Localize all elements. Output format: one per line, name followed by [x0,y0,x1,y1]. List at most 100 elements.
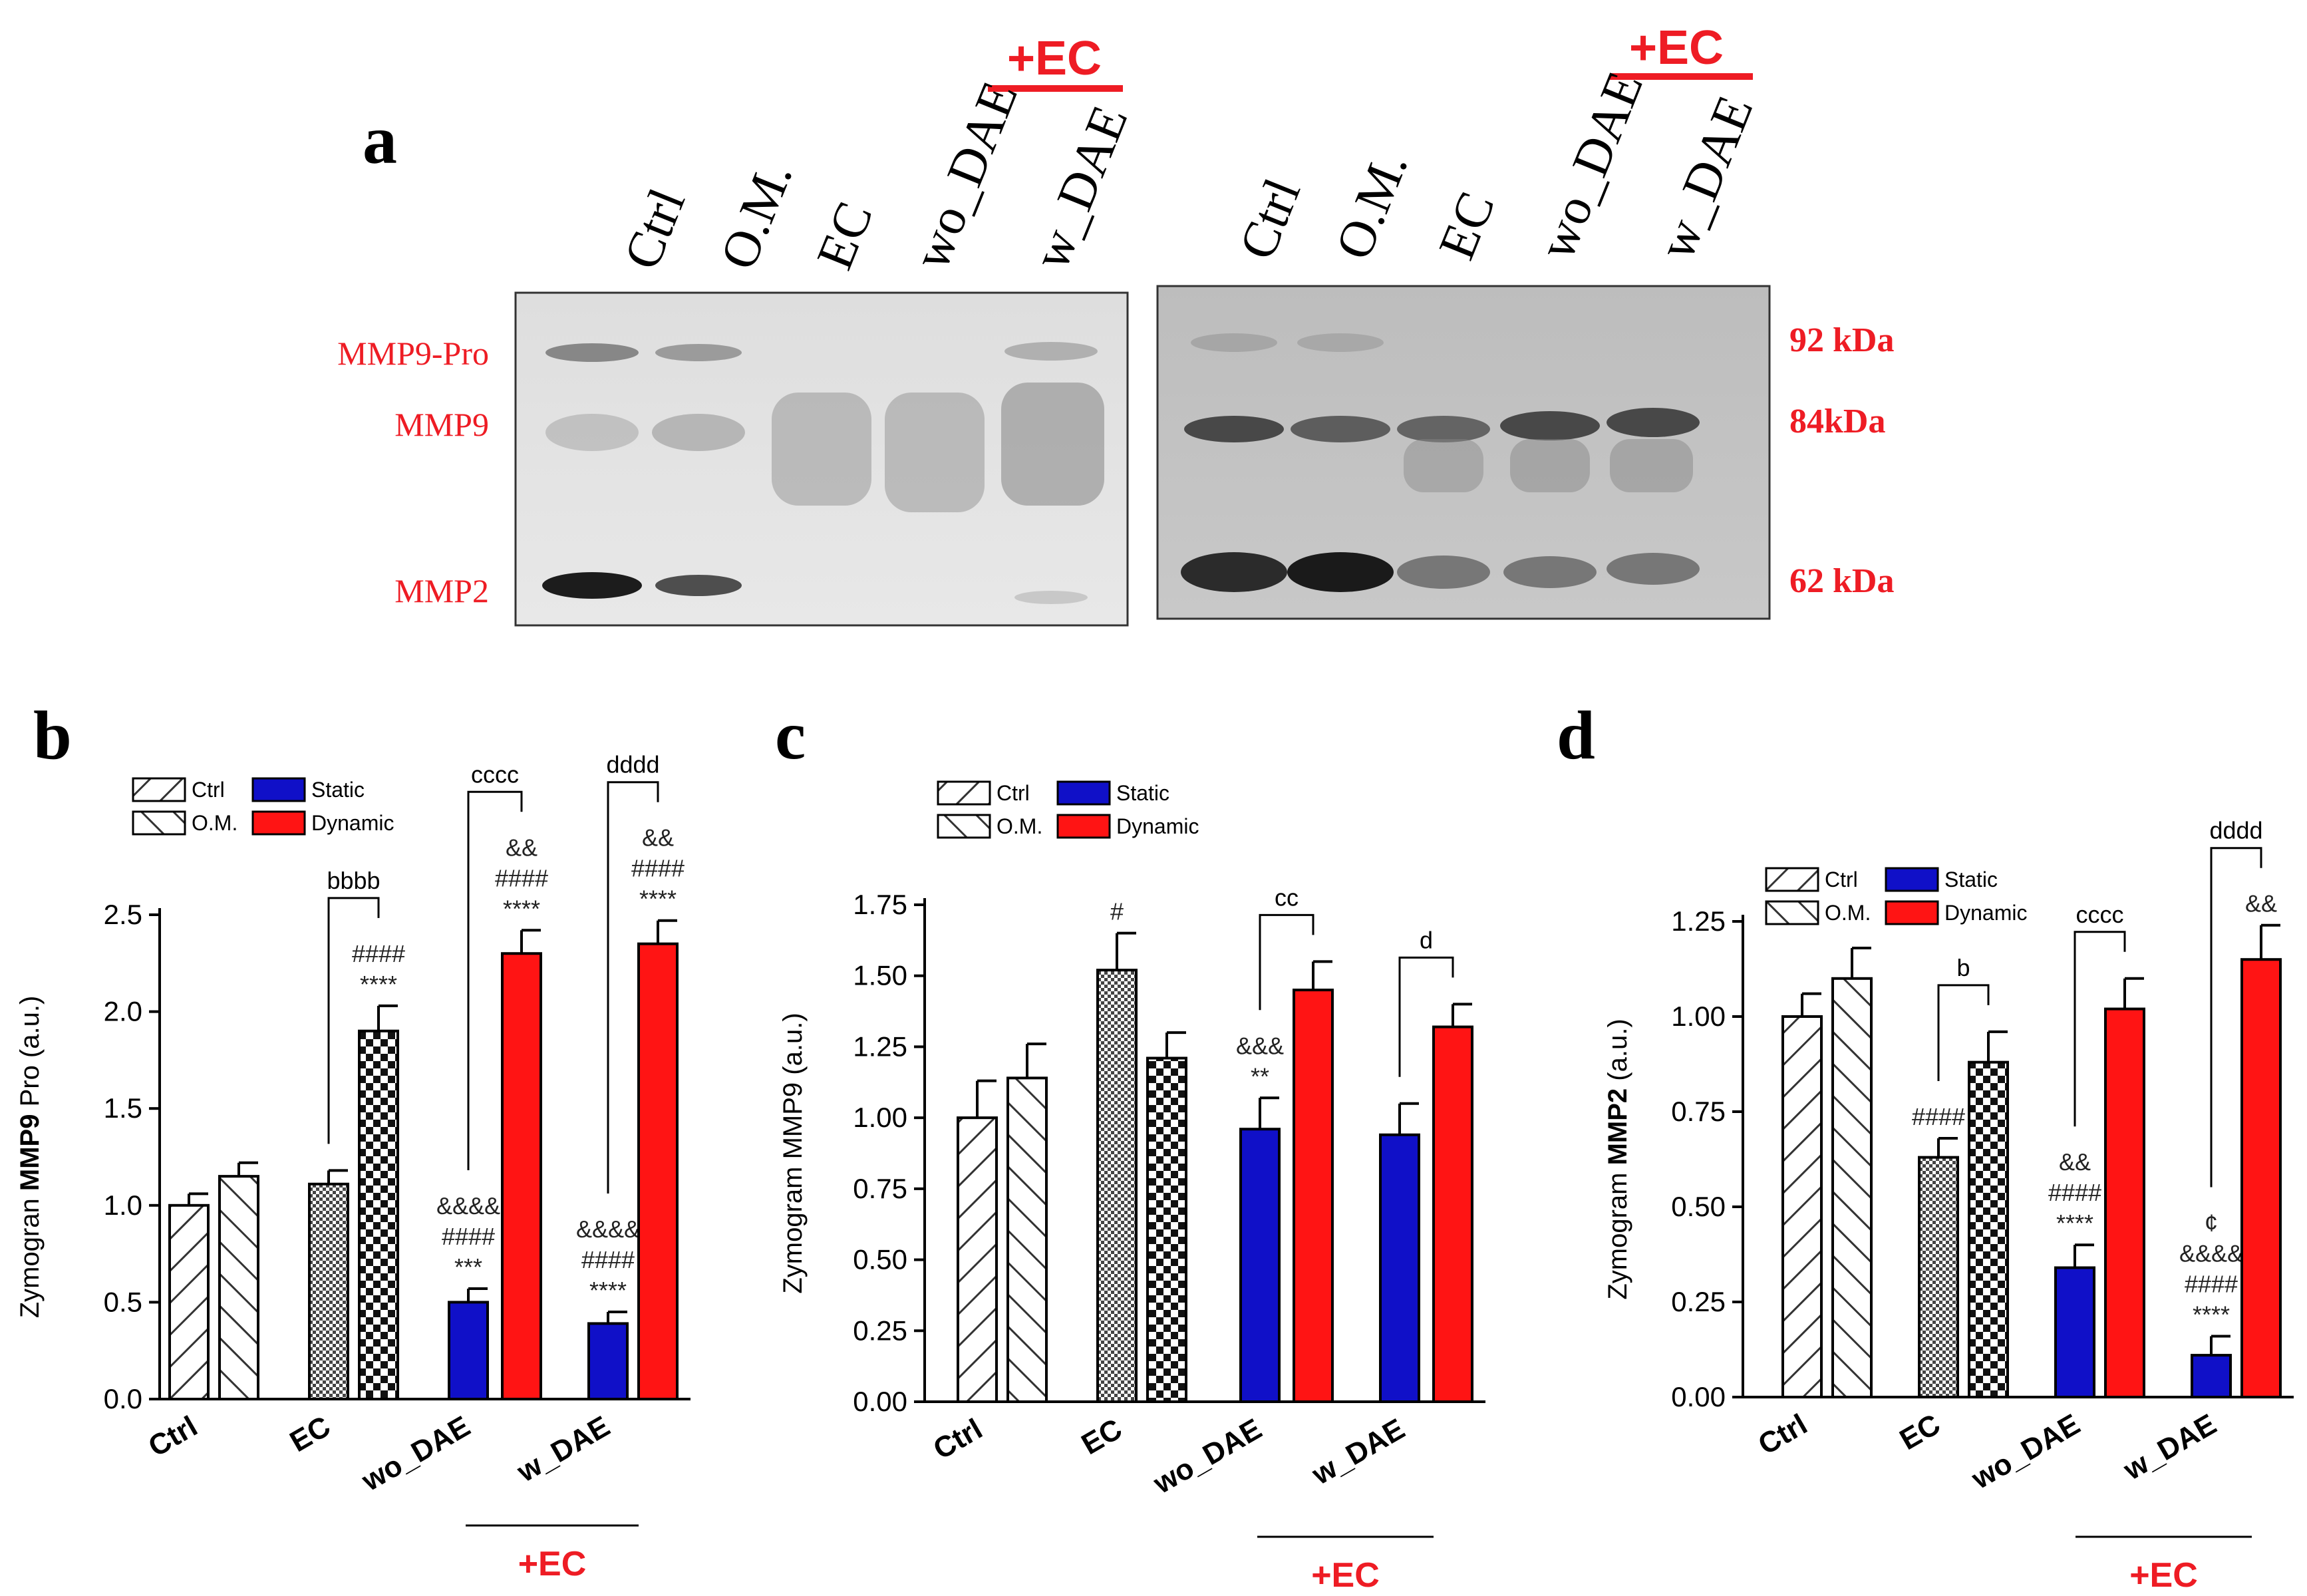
lane-label: EC [805,194,883,277]
x-tick-label: Ctrl [1753,1408,1813,1461]
gel-lane-labels-right: Ctrl O.M. EC wo_DAE w_DAE [1227,64,1764,267]
significance-label: #### [631,855,685,882]
bar [2240,958,2282,1398]
significance-bracket [607,781,659,1194]
x-tick-label: Ctrl [143,1410,203,1463]
bar [1968,1060,2009,1398]
bar [1918,1156,1959,1398]
legend-swatch [937,780,991,806]
significance-bracket [467,790,523,1171]
legend: Ctrl O.M. Static Dynamic [937,780,1199,839]
significance-label: && [2245,890,2277,917]
mw-label-92: 92 kDa [1789,321,1894,359]
lane-label: EC [1427,184,1505,267]
lane-label: wo_DAE [901,74,1028,277]
ec-group-label: +EC [1311,1556,1380,1595]
y-axis-label-part: Zymogram MMP9 (a.u.) [778,1013,808,1293]
legend-label: O.M. [1825,901,1871,925]
y-tick-label: 1.5 [104,1092,142,1124]
significance-label: **** [503,895,540,922]
significance-label: &&&& [576,1215,640,1243]
lane-label: O.M. [1324,144,1418,267]
significance-bracket [1937,984,1990,1082]
x-tick-label: w_DAE [1306,1412,1410,1492]
x-tick-label: EC [1895,1408,1946,1456]
significance-label: &&&& [436,1192,500,1219]
significance-bracket [327,897,380,1144]
panel-label-a: a [363,102,397,178]
legend-swatch [1056,814,1111,839]
x-tick-label: EC [285,1410,336,1458]
y-tick-label: 0.75 [1671,1096,1726,1127]
y-tick-label: 1.75 [853,889,907,920]
significance-label: *** [454,1253,482,1281]
bar [1293,989,1334,1403]
bar [2191,1354,2232,1398]
gel-lane-labels-left: Ctrl O.M. EC wo_DAE w_DAE [612,74,1138,277]
legend-swatch [132,777,186,802]
significance-label: #### [2048,1179,2101,1206]
legend-label: Static [311,778,365,802]
legend-label: O.M. [192,811,237,835]
bar [168,1203,210,1401]
bar [1831,977,1873,1399]
band-label-mmp2: MMP2 [394,572,489,609]
bar [1006,1076,1048,1403]
lane-label: Ctrl [612,180,696,277]
legend-label: Ctrl [1825,868,1858,891]
bar [1432,1025,1473,1403]
legend-swatch [132,810,186,836]
significance-label: #### [442,1223,495,1250]
y-axis-label-part: MMP9 [15,1114,45,1192]
y-axis-label: Zymogran MMP9 Pro (a.u.) [15,996,45,1319]
significance-label: **** [2193,1301,2230,1328]
significance-label: #### [1912,1103,1965,1130]
bar [2104,1007,2145,1399]
significance-label: **** [639,885,677,913]
gel-image-right [1156,285,1771,620]
bar [218,1175,259,1400]
panel-label-d: d [1557,697,1595,774]
y-tick-label: 0.50 [853,1244,907,1275]
lane-label: wo_DAE [1527,64,1654,267]
x-tick-label: wo_DAE [1148,1412,1267,1500]
bracket-label: d [1420,926,1433,953]
significance-label: **** [2056,1209,2093,1237]
bracket-label: cccc [471,760,519,788]
y-axis-label-part: Zymogran [15,1191,45,1318]
mw-label-84: 84kDa [1789,402,1885,440]
y-axis-label-part: MMP2 [1603,1088,1632,1166]
y-tick-label: 1.0 [104,1190,142,1221]
legend-label: Static [1944,868,1998,891]
gel-ec-label-left: +EC [1007,32,1102,85]
y-tick-label: 0.25 [853,1315,907,1346]
legend-swatch [1885,900,1939,925]
lane-label: w_DAE [1021,98,1138,277]
significance-label: #### [495,864,548,891]
significance-bracket [2074,931,2126,1127]
y-tick-label: 1.50 [853,960,907,991]
legend-swatch [1765,900,1819,925]
legend-swatch [1056,780,1111,806]
significance-label: && [506,834,538,861]
significance-label: **** [360,971,397,998]
significance-label: ** [1251,1062,1269,1090]
gel-ec-label-right: +EC [1629,21,1724,75]
legend-label: Ctrl [192,778,225,802]
y-axis-label-part: (a.u.) [1603,1019,1632,1088]
legend-swatch [937,814,991,839]
y-tick-label: 0.0 [104,1383,142,1414]
significance-bracket [1259,913,1314,1011]
bar [1239,1128,1281,1404]
lane-label: w_DAE [1646,88,1764,267]
x-tick-label: EC [1076,1412,1128,1461]
legend-swatch [1885,867,1939,892]
legend-label: Ctrl [997,781,1030,805]
significance-label: #### [352,940,405,967]
significance-label: # [1110,898,1124,925]
ec-group-label: +EC [518,1545,587,1583]
chart-c: 0.00 0.25 0.50 0.75 1.00 1.25 1.50 1.75 Zymogram… [778,780,1485,1595]
significance-label: #### [581,1246,635,1273]
legend-swatch [251,777,306,802]
